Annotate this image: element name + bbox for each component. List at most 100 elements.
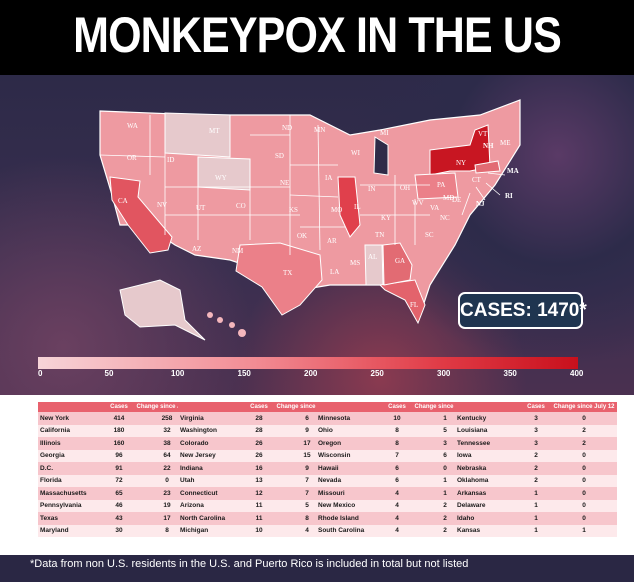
cases-cell: 96 bbox=[104, 449, 134, 462]
state-florida bbox=[378, 279, 426, 325]
state-alabama bbox=[364, 244, 384, 286]
state-california bbox=[109, 176, 173, 254]
state-label-pa: PA bbox=[437, 181, 445, 189]
state-michigan bbox=[373, 136, 389, 176]
table-row: Oregon 8 3 bbox=[316, 437, 478, 450]
cases-total-box: CASES: 1470* bbox=[458, 292, 587, 329]
change-cell: 0 bbox=[551, 462, 617, 475]
cases-cell: 28 bbox=[244, 412, 274, 425]
cases-cell: 1 bbox=[521, 524, 551, 537]
scale-label: 100 bbox=[171, 369, 185, 378]
cases-cell: 1 bbox=[521, 499, 551, 512]
cases-cell: 26 bbox=[244, 449, 274, 462]
pointer-lines bbox=[461, 172, 506, 216]
state-label-in: IN bbox=[368, 185, 375, 193]
state-label-id: ID bbox=[167, 156, 174, 164]
state-name-cell: Iowa bbox=[455, 449, 521, 462]
title-bar bbox=[0, 0, 634, 75]
scale-label: 400 bbox=[570, 369, 584, 378]
state-name-cell: Texas bbox=[38, 512, 104, 525]
state-name-cell: Rhode Island bbox=[316, 512, 382, 525]
cases-cell: 3 bbox=[521, 412, 551, 425]
state-name-cell: Nebraska bbox=[455, 462, 521, 475]
state-alaska bbox=[119, 279, 206, 341]
state-name-cell: Michigan bbox=[178, 524, 244, 537]
change-cell: 2 bbox=[551, 437, 617, 450]
state-name-cell: Massachusetts bbox=[38, 487, 104, 500]
table-row: Pennsylvania 46 19 bbox=[38, 499, 200, 512]
table-row: Minnesota 10 1 bbox=[316, 412, 478, 425]
state-label-mi: MI bbox=[380, 129, 389, 137]
table-header-row: Cases Change since July 12 bbox=[38, 402, 200, 412]
table-row: Iowa 2 0 bbox=[455, 449, 617, 462]
table-row: Idaho 1 0 bbox=[455, 512, 617, 525]
state-label-sd: SD bbox=[275, 152, 284, 160]
table-row: Wisconsin 7 6 bbox=[316, 449, 478, 462]
state-label-ms: MS bbox=[350, 259, 360, 267]
state-label-al: AL bbox=[368, 253, 377, 261]
cases-cell: 6 bbox=[382, 462, 412, 475]
table-row: Ohio 8 5 bbox=[316, 424, 478, 437]
cases-cell: 72 bbox=[104, 474, 134, 487]
column-header bbox=[38, 402, 104, 412]
table-row: Rhode Island 4 2 bbox=[316, 512, 478, 525]
state-hawaii bbox=[207, 312, 246, 337]
state-name-cell: Virginia bbox=[178, 412, 244, 425]
table-row: Kansas 1 1 bbox=[455, 524, 617, 537]
cases-cell: 12 bbox=[244, 487, 274, 500]
scale-label: 0 bbox=[38, 369, 43, 378]
table-row: Utah 13 7 bbox=[178, 474, 340, 487]
column-header: Cases bbox=[104, 402, 134, 412]
us-map: WA OR CA NV ID MT WY UT AZ CO NM ND SD NE KS OK TX MN IA MO… bbox=[99, 99, 521, 341]
table-row: New Jersey 26 15 bbox=[178, 449, 340, 462]
state-name-cell: Florida bbox=[38, 474, 104, 487]
state-name-cell: Minnesota bbox=[316, 412, 382, 425]
column-header: Change since July 12 bbox=[412, 402, 478, 412]
state-name-cell: Utah bbox=[178, 474, 244, 487]
change-cell: 0 bbox=[551, 487, 617, 500]
cases-cell: 28 bbox=[244, 424, 274, 437]
table-row: New Mexico 4 2 bbox=[316, 499, 478, 512]
state-label-mn: MN bbox=[314, 126, 325, 134]
state-label-ny: NY bbox=[456, 159, 466, 167]
table-row: Missouri 4 1 bbox=[316, 487, 478, 500]
state-label-oh: OH bbox=[400, 184, 410, 192]
state-name-cell: Maryland bbox=[38, 524, 104, 537]
state-texas bbox=[235, 242, 323, 316]
state-label-md: MD bbox=[443, 194, 454, 202]
cases-cell: 2 bbox=[521, 474, 551, 487]
change-cell: 0 bbox=[551, 449, 617, 462]
state-name-cell: Missouri bbox=[316, 487, 382, 500]
state-name-cell: D.C. bbox=[38, 462, 104, 475]
cases-cell: 16 bbox=[244, 462, 274, 475]
state-label-ut: UT bbox=[196, 204, 206, 212]
state-label-ne: NE bbox=[280, 179, 289, 187]
state-label-mt: MT bbox=[209, 127, 220, 135]
state-label-ia: IA bbox=[325, 174, 332, 182]
column-header: Cases bbox=[382, 402, 412, 412]
cases-cell: 4 bbox=[382, 487, 412, 500]
change-cell: 0 bbox=[551, 474, 617, 487]
table-row: Louisiana 3 2 bbox=[455, 424, 617, 437]
cases-table-3: Cases Change since July 12 Minnesota 10 1 Ohi… bbox=[316, 402, 478, 537]
cases-cell: 65 bbox=[104, 487, 134, 500]
state-name-cell: Indiana bbox=[178, 462, 244, 475]
table-row: Florida 72 0 bbox=[38, 474, 200, 487]
state-name-cell: New Mexico bbox=[316, 499, 382, 512]
table-row: Nevada 6 1 bbox=[316, 474, 478, 487]
scale-label: 50 bbox=[104, 369, 114, 378]
state-label-fl: FL bbox=[410, 301, 418, 309]
state-name-cell: Washington bbox=[178, 424, 244, 437]
state-label-ks: KS bbox=[289, 206, 298, 214]
state-label-nd: ND bbox=[282, 124, 292, 132]
state-name-cell: South Carolina bbox=[316, 524, 382, 537]
state-name-cell: Oregon bbox=[316, 437, 382, 450]
cases-cell: 91 bbox=[104, 462, 134, 475]
column-header: Change since July 12 bbox=[274, 402, 340, 412]
state-label-nm: NM bbox=[232, 247, 244, 255]
table-row: D.C. 91 22 bbox=[38, 462, 200, 475]
table-row: Arkansas 1 0 bbox=[455, 487, 617, 500]
state-label-ma: MA bbox=[507, 167, 519, 175]
cases-cell: 3 bbox=[521, 424, 551, 437]
scale-label: 200 bbox=[304, 369, 318, 378]
